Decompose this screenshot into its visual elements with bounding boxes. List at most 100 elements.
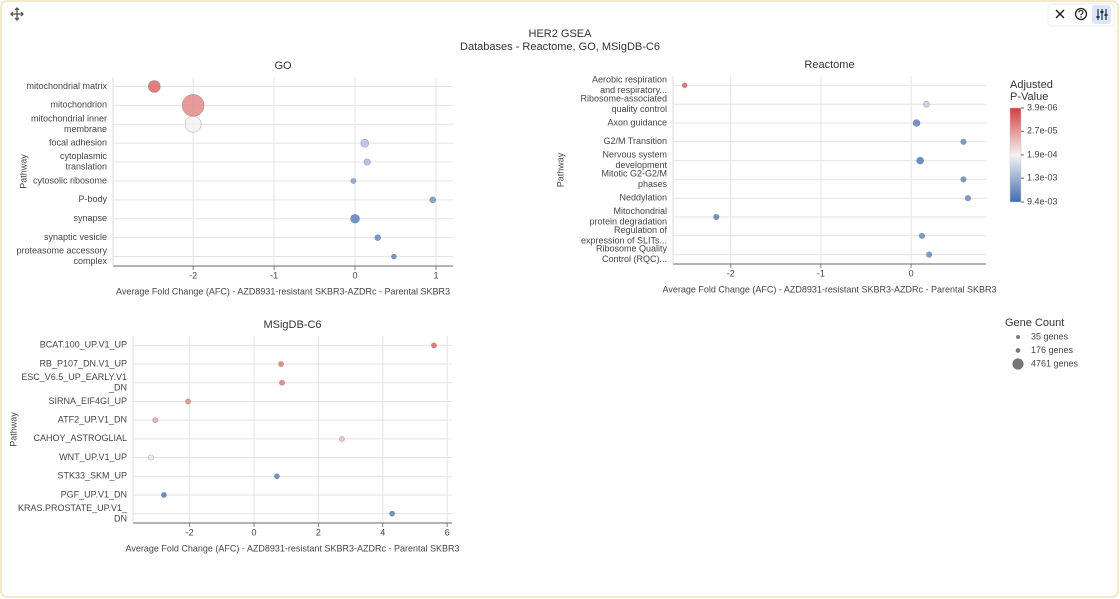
x-tick-label: 1 — [433, 270, 438, 280]
point — [160, 492, 167, 498]
y-tick-label: Mitochondrial — [613, 206, 667, 216]
plot-area — [133, 336, 452, 523]
size-legend-label: 176 genes — [1031, 345, 1074, 355]
point — [374, 234, 382, 241]
x-tick-label: 2 — [316, 527, 321, 537]
x-tick-label: -1 — [817, 268, 825, 278]
point — [960, 138, 967, 145]
y-tick-label: and respiratory... — [600, 85, 667, 95]
x-axis-label: Average Fold Change (AFC) - AZD8931-resi… — [663, 284, 997, 294]
size-legend-label: 4761 genes — [1031, 358, 1079, 368]
x-tick-label: -2 — [186, 527, 194, 537]
x-axis-label: Average Fold Change (AFC) - AZD8931-resi… — [116, 286, 450, 296]
y-tick-label: _DN — [108, 382, 127, 392]
colorbar-tick-label: 3.9e-06 — [1027, 102, 1058, 112]
settings-button[interactable] — [1092, 5, 1111, 24]
y-tick-label: Neddylation — [619, 193, 667, 203]
y-tick-label: Axon guidance — [607, 117, 667, 127]
x-tick-label: -2 — [189, 270, 197, 280]
point — [912, 119, 921, 127]
y-tick-label: P-body — [78, 194, 107, 204]
y-tick-label: Ribosome Quality — [596, 244, 668, 254]
y-tick-label: Nervous system — [602, 150, 667, 160]
y-tick-label: cytoplasmic — [60, 151, 108, 161]
y-tick-label: ATF2_UP.V1_DN — [58, 415, 127, 425]
colorbar-tick-label: 1.9e-04 — [1027, 149, 1058, 159]
y-tick-label: complex — [73, 256, 107, 266]
size-legend-title: Gene Count — [1005, 317, 1064, 329]
y-tick-label: development — [615, 160, 667, 170]
point — [923, 100, 930, 108]
point — [350, 213, 360, 224]
y-tick-label: SIRNA_EIF4GI_UP — [48, 396, 127, 406]
y-tick-label: CAHOY_ASTROGLIAL — [33, 433, 127, 443]
chart-title: MSigDB-C6 — [263, 319, 321, 331]
point — [184, 115, 202, 133]
y-tick-label: focal adhesion — [49, 138, 107, 148]
point — [431, 342, 437, 349]
y-tick-label: Aerobic respiration — [592, 75, 667, 85]
colorbar-tick-label: 2.7e-05 — [1027, 126, 1058, 136]
size-legend-marker — [1012, 358, 1024, 370]
point — [273, 473, 280, 480]
point — [185, 398, 191, 405]
x-tick-label: -2 — [727, 268, 735, 278]
size-legend-marker — [1015, 348, 1021, 353]
point — [964, 195, 972, 202]
y-axis-label: Pathway — [555, 152, 565, 187]
colorbar-title: P-Value — [1010, 91, 1048, 103]
point — [181, 94, 205, 117]
y-tick-label: cytosolic ribosome — [33, 175, 107, 185]
x-tick-label: -1 — [270, 270, 278, 280]
y-tick-label: mitochondrial matrix — [26, 81, 107, 91]
x-tick-label: 0 — [252, 527, 257, 537]
y-tick-label: DN — [114, 513, 127, 523]
point — [147, 80, 161, 93]
y-tick-label: WNT_UP.V1_UP — [59, 452, 127, 462]
x-tick-label: 0 — [909, 268, 914, 278]
y-tick-label: RB_P107_DN.V1_UP — [39, 358, 127, 368]
y-tick-label: KRAS.PROSTATE_UP.V1_ — [18, 503, 128, 513]
y-tick-label: Mitotic G2-G2/M — [601, 169, 667, 179]
y-axis-label: Pathway — [8, 412, 18, 447]
y-tick-label: Control (RQC)... — [602, 254, 667, 264]
point — [339, 435, 345, 442]
y-tick-label: mitochondrial inner — [31, 113, 107, 123]
help-button[interactable] — [1074, 7, 1088, 21]
point — [389, 510, 396, 517]
point — [350, 178, 357, 184]
x-tick-label: 0 — [353, 270, 358, 280]
y-tick-label: BCAT.100_UP.V1_UP — [40, 340, 127, 350]
y-tick-label: protein degradation — [589, 217, 667, 227]
y-tick-label: expression of SLITs... — [581, 235, 667, 245]
point — [152, 417, 159, 424]
point — [960, 176, 967, 183]
y-tick-label: ESC_V6.5_UP_EARLY.V1 — [21, 372, 127, 382]
point — [278, 361, 284, 367]
colorbar-tick-label: 1.3e-03 — [1027, 172, 1058, 182]
point — [360, 138, 370, 148]
y-tick-label: STK33_SKM_UP — [57, 471, 127, 481]
y-tick-label: mitochondrion — [50, 100, 107, 110]
size-legend-label: 35 genes — [1031, 331, 1069, 341]
colorbar — [1009, 107, 1022, 203]
x-tick-label: 6 — [445, 527, 450, 537]
plot-area — [673, 76, 986, 264]
y-tick-label: Regulation of — [614, 225, 668, 235]
point — [681, 82, 688, 89]
y-axis-label: Pathway — [18, 154, 28, 189]
point — [279, 379, 285, 386]
page-title: HER2 GSEA — [529, 28, 593, 40]
y-tick-label: PGF_UP.V1_DN — [61, 489, 127, 499]
move-handle[interactable] — [10, 7, 24, 21]
y-tick-label: synapse — [73, 213, 107, 223]
y-tick-label: phases — [638, 179, 668, 189]
x-tick-label: 4 — [380, 527, 385, 537]
page-subtitle: Databases - Reactome, GO, MSigDB-C6 — [460, 41, 660, 53]
point — [713, 213, 720, 221]
close-button[interactable] — [1055, 9, 1065, 19]
y-tick-label: G2/M Transition — [603, 136, 667, 146]
point — [391, 253, 397, 260]
y-tick-label: quality control — [611, 104, 667, 114]
